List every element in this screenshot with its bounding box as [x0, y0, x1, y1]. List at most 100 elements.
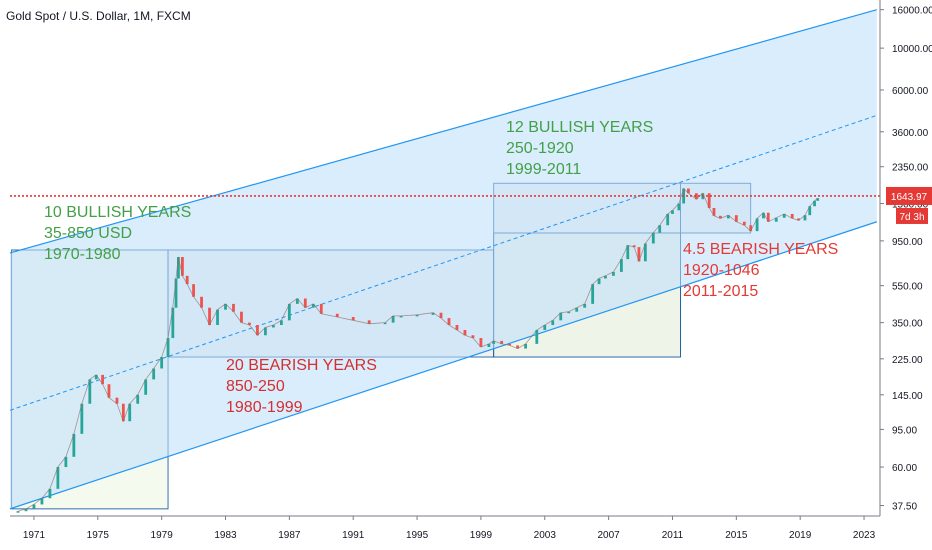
price-tick-label: 60.00 — [892, 463, 917, 474]
price-bar — [516, 345, 520, 349]
price-bar — [94, 374, 98, 380]
time-tick-label: 1971 — [23, 530, 46, 541]
price-bar — [742, 221, 746, 226]
price-bar — [687, 188, 690, 194]
price-bar — [551, 320, 555, 326]
price-series — [16, 187, 820, 513]
time-tick-label: 1983 — [214, 530, 237, 541]
price-bar — [471, 335, 475, 339]
price-bar — [152, 368, 156, 380]
price-bar — [40, 498, 44, 505]
price-bar — [107, 384, 111, 398]
annotation-line: 4.5 BEARISH YEARS — [683, 241, 838, 258]
symbol-title: Gold Spot / U.S. Dollar, 1M, FXCM — [6, 9, 191, 23]
price-bar — [500, 340, 504, 344]
price-bar — [790, 213, 794, 219]
time-tick-label: 2023 — [853, 530, 876, 541]
price-bar — [335, 313, 339, 317]
price-bar — [487, 343, 491, 347]
price-bar — [658, 225, 662, 233]
annotation-line: 850-250 — [226, 378, 285, 395]
time-axis: 1971 1975 1979 1983 1987 1991 1995 1999 2003 2007… — [10, 515, 880, 541]
price-bar — [567, 311, 571, 314]
annotation-1: 20 BEARISH YEARS 850-250 1980-1999 — [226, 357, 377, 416]
price-bar — [591, 284, 595, 304]
price-bar — [666, 213, 670, 226]
price-bar — [803, 215, 807, 221]
annotation-line: 35-850 USD — [44, 225, 132, 242]
price-bar — [72, 433, 76, 457]
price-tick-label: 3600.00 — [892, 128, 929, 139]
time-tick-label: 1987 — [278, 530, 301, 541]
price-bar — [399, 315, 403, 318]
price-bar — [121, 403, 125, 422]
price-bar — [604, 275, 607, 279]
price-bar — [32, 504, 36, 509]
price-bar — [766, 212, 770, 222]
annotation-line: 10 BULLISH YEARS — [44, 204, 191, 221]
annotation-line: 20 BEARISH YEARS — [226, 357, 377, 374]
price-bar — [279, 320, 283, 326]
channel-lower-line — [9, 221, 877, 510]
price-line — [17, 187, 818, 512]
countdown-badge — [896, 207, 928, 224]
price-tick-label: 350.00 — [892, 319, 923, 330]
annotation-line: 250-1920 — [506, 140, 574, 157]
price-bar — [311, 303, 315, 308]
annotation-line: 1920-1046 — [683, 262, 760, 279]
price-bar — [583, 303, 587, 308]
price-bar — [755, 218, 759, 232]
price-bar — [166, 338, 170, 358]
price-bar — [612, 271, 615, 276]
price-bar — [56, 467, 60, 489]
price-bar — [248, 322, 251, 326]
price-bar — [128, 403, 132, 422]
annotation-0: 10 BULLISH YEARS 35-850 USD 1970-1980 — [44, 204, 191, 263]
price-bar — [115, 397, 119, 404]
price-bar — [707, 193, 711, 208]
regression-channel — [9, 9, 877, 510]
price-bar — [734, 215, 738, 222]
price-bar — [415, 314, 419, 317]
price-bar — [16, 511, 20, 513]
current-price-badge — [886, 186, 932, 205]
price-bar — [524, 343, 528, 349]
price-bar — [181, 257, 184, 276]
price-bar — [383, 322, 387, 325]
time-tick-label: 2007 — [597, 530, 620, 541]
price-tick-label: 6000.00 — [892, 86, 929, 97]
price-bar — [319, 303, 323, 314]
price-bar — [208, 307, 211, 326]
price-tick-label: 225.00 — [892, 355, 923, 366]
price-tick-label: 550.00 — [892, 282, 923, 293]
time-tick-label: 2003 — [534, 530, 557, 541]
time-tick-label: 2019 — [789, 530, 812, 541]
price-bar — [762, 212, 765, 219]
price-bar — [671, 210, 674, 214]
price-bar — [256, 325, 259, 336]
annotations: 10 BULLISH YEARS 35-850 USD 1970-1980 20 BE… — [44, 119, 838, 416]
price-tick-label: 1500.00 — [892, 199, 929, 210]
price-bar — [643, 243, 647, 262]
time-tick-label: 2011 — [662, 530, 684, 541]
price-bar — [174, 278, 178, 308]
price-bar — [677, 203, 681, 211]
annotation-2: 12 BULLISH YEARS 250-1920 1999-2011 — [506, 119, 653, 178]
price-bar — [88, 379, 92, 404]
price-axis: 16000.00 10000.00 6000.00 3600.00 2350.00 150… — [879, 0, 932, 516]
time-tick-label: 1979 — [151, 530, 174, 541]
price-bar — [575, 307, 579, 312]
price-bar — [287, 303, 291, 321]
price-bar — [351, 316, 355, 321]
price-bar — [479, 338, 483, 347]
price-bar — [463, 329, 467, 336]
price-bar — [192, 284, 195, 297]
price-tick-label: 950.00 — [892, 237, 923, 248]
price-bar — [171, 307, 175, 339]
time-tick-label: 2015 — [725, 530, 748, 541]
price-bar — [712, 207, 716, 216]
price-bar — [726, 215, 730, 219]
price-tick-label: 10000.00 — [892, 44, 932, 55]
channel-upper-line — [9, 9, 877, 254]
